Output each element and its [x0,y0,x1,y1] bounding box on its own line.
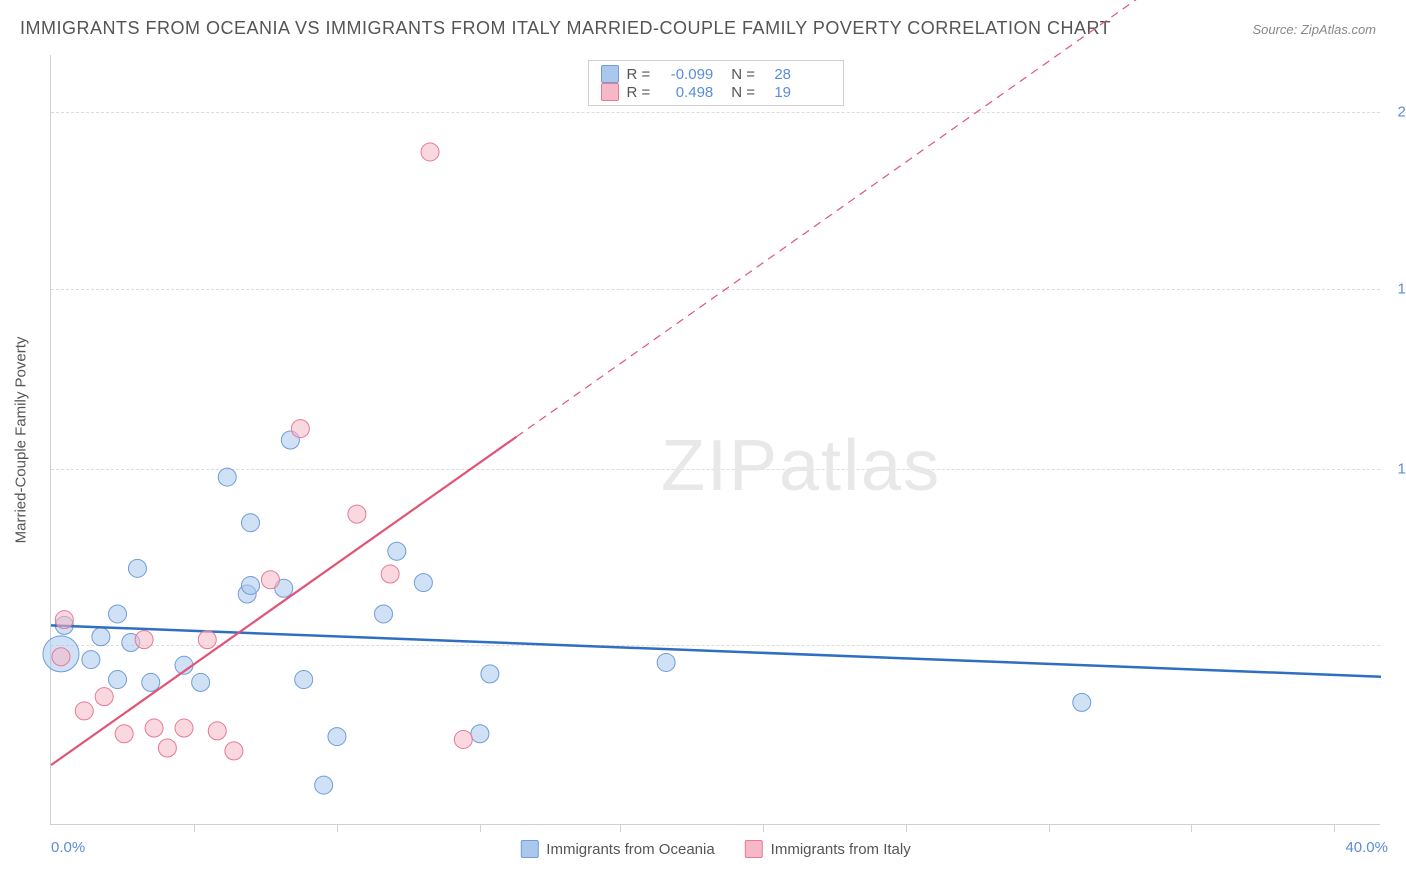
data-point [481,665,499,683]
data-point [388,542,406,560]
data-point [471,725,489,743]
chart-title: IMMIGRANTS FROM OCEANIA VS IMMIGRANTS FR… [20,18,1111,39]
stat-r-label: R = [627,66,651,83]
data-point [375,605,393,623]
stat-n-value: 28 [763,66,791,83]
data-point [328,728,346,746]
legend-series: Immigrants from Oceania Immigrants from I… [520,840,910,858]
data-point [95,688,113,706]
data-point [454,730,472,748]
data-point [192,673,210,691]
data-point [115,725,133,743]
data-point [208,722,226,740]
data-point [128,559,146,577]
data-point [218,468,236,486]
data-point [52,648,70,666]
data-point [421,143,439,161]
legend-stats-row: R = 0.498 N = 19 [601,83,831,101]
data-point [261,571,279,589]
y-tick-label: 18.8% [1397,280,1406,297]
data-point [175,719,193,737]
data-point [75,702,93,720]
legend-swatch [601,83,619,101]
legend-item: Immigrants from Italy [745,840,911,858]
y-tick-label: 25.0% [1397,104,1406,121]
data-point [145,719,163,737]
data-point [381,565,399,583]
stat-n-value: 19 [763,84,791,101]
data-point [55,611,73,629]
data-point [242,576,260,594]
data-point [291,420,309,438]
x-tick [480,824,481,832]
legend-stats-row: R = -0.099 N = 28 [601,65,831,83]
y-tick-label: 12.5% [1397,460,1406,477]
data-point [109,605,127,623]
x-tick [906,824,907,832]
data-point [198,631,216,649]
x-axis-max-label: 40.0% [1345,839,1388,856]
data-point [82,651,100,669]
x-tick [620,824,621,832]
x-tick [1049,824,1050,832]
data-point [225,742,243,760]
trend-line [51,625,1381,676]
legend-label: Immigrants from Italy [771,841,911,858]
plot-svg [51,55,1380,824]
data-point [242,514,260,532]
stat-n-label: N = [731,84,755,101]
data-point [414,574,432,592]
stat-r-value: 0.498 [658,84,713,101]
x-tick [763,824,764,832]
data-point [135,631,153,649]
data-point [1073,693,1091,711]
legend-swatch [520,840,538,858]
legend-swatch [745,840,763,858]
data-point [158,739,176,757]
legend-item: Immigrants from Oceania [520,840,714,858]
data-point [657,653,675,671]
x-tick [337,824,338,832]
x-tick [1191,824,1192,832]
data-point [109,671,127,689]
data-point [92,628,110,646]
stat-r-value: -0.099 [658,66,713,83]
stat-r-label: R = [627,84,651,101]
data-point [295,671,313,689]
legend-label: Immigrants from Oceania [546,841,714,858]
x-tick [1334,824,1335,832]
data-point [348,505,366,523]
source-label: Source: ZipAtlas.com [1252,22,1376,37]
x-axis-min-label: 0.0% [51,839,85,856]
trend-line [51,437,517,765]
data-point [315,776,333,794]
chart-container: Married-Couple Family Poverty 6.3%12.5%1… [50,55,1380,875]
legend-swatch [601,65,619,83]
plot-area: Married-Couple Family Poverty 6.3%12.5%1… [50,55,1380,825]
y-axis-label: Married-Couple Family Poverty [13,336,30,543]
x-tick [194,824,195,832]
data-point [142,673,160,691]
legend-stats: R = -0.099 N = 28 R = 0.498 N = 19 [588,60,844,106]
stat-n-label: N = [731,66,755,83]
